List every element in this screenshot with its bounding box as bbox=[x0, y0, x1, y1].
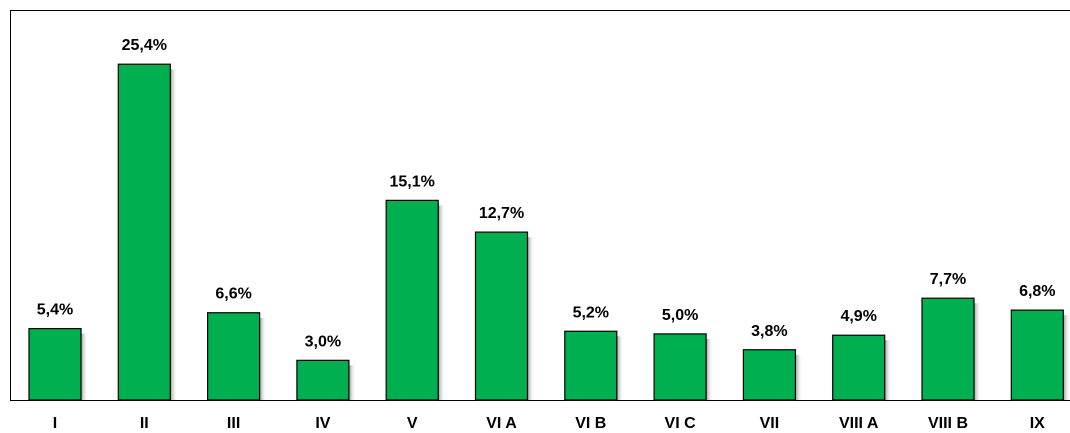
bar bbox=[207, 312, 261, 401]
x-tick-label: VIII A bbox=[839, 415, 879, 432]
x-tick-label: IV bbox=[315, 415, 330, 432]
x-tick-label: IX bbox=[1030, 415, 1045, 432]
bar-shadow bbox=[438, 205, 446, 400]
value-label: 6,8% bbox=[1019, 283, 1055, 300]
x-tick-label: II bbox=[140, 415, 149, 432]
bar bbox=[474, 231, 529, 401]
x-tick-label: VI C bbox=[665, 415, 697, 432]
value-label: 5,4% bbox=[37, 302, 73, 319]
bar bbox=[832, 334, 886, 401]
x-tick-label: III bbox=[227, 415, 240, 432]
value-label: 5,2% bbox=[573, 304, 609, 321]
bar-shadow bbox=[170, 69, 178, 400]
x-tick-label: VI B bbox=[575, 415, 606, 432]
bar-shadow bbox=[527, 237, 535, 400]
bar bbox=[564, 330, 618, 401]
x-tick-label: I bbox=[53, 415, 57, 432]
bar-shadow bbox=[795, 354, 803, 400]
value-label: 5,0% bbox=[662, 307, 698, 324]
bar-shadow bbox=[884, 340, 892, 400]
value-label: 3,0% bbox=[305, 333, 341, 350]
bar bbox=[296, 359, 350, 401]
bar bbox=[28, 328, 82, 401]
bar bbox=[385, 199, 439, 401]
bar-shadow bbox=[81, 333, 88, 400]
bar bbox=[117, 63, 171, 401]
bar bbox=[653, 333, 707, 401]
bar bbox=[742, 349, 797, 401]
x-tick-label: V bbox=[407, 415, 418, 432]
bar bbox=[1010, 309, 1064, 401]
value-label: 15,1% bbox=[390, 173, 435, 190]
bar-shadow bbox=[1063, 315, 1070, 400]
x-tick-label: VIII B bbox=[928, 415, 968, 432]
value-label: 25,4% bbox=[122, 37, 167, 54]
value-label: 6,6% bbox=[215, 286, 251, 303]
bar-shadow bbox=[706, 338, 714, 400]
value-label: 4,9% bbox=[840, 308, 876, 325]
x-tick-label: VI A bbox=[486, 415, 517, 432]
bar-shadow bbox=[616, 336, 624, 400]
bar-shadow bbox=[348, 365, 356, 400]
bar-shadow bbox=[974, 303, 981, 400]
value-label: 3,8% bbox=[751, 323, 787, 340]
x-tick-label: VII bbox=[760, 415, 780, 432]
plot-frame bbox=[10, 10, 1070, 401]
value-label: 12,7% bbox=[479, 205, 524, 222]
value-label: 7,7% bbox=[930, 271, 966, 288]
bar-shadow bbox=[259, 317, 267, 400]
bar bbox=[921, 297, 975, 401]
